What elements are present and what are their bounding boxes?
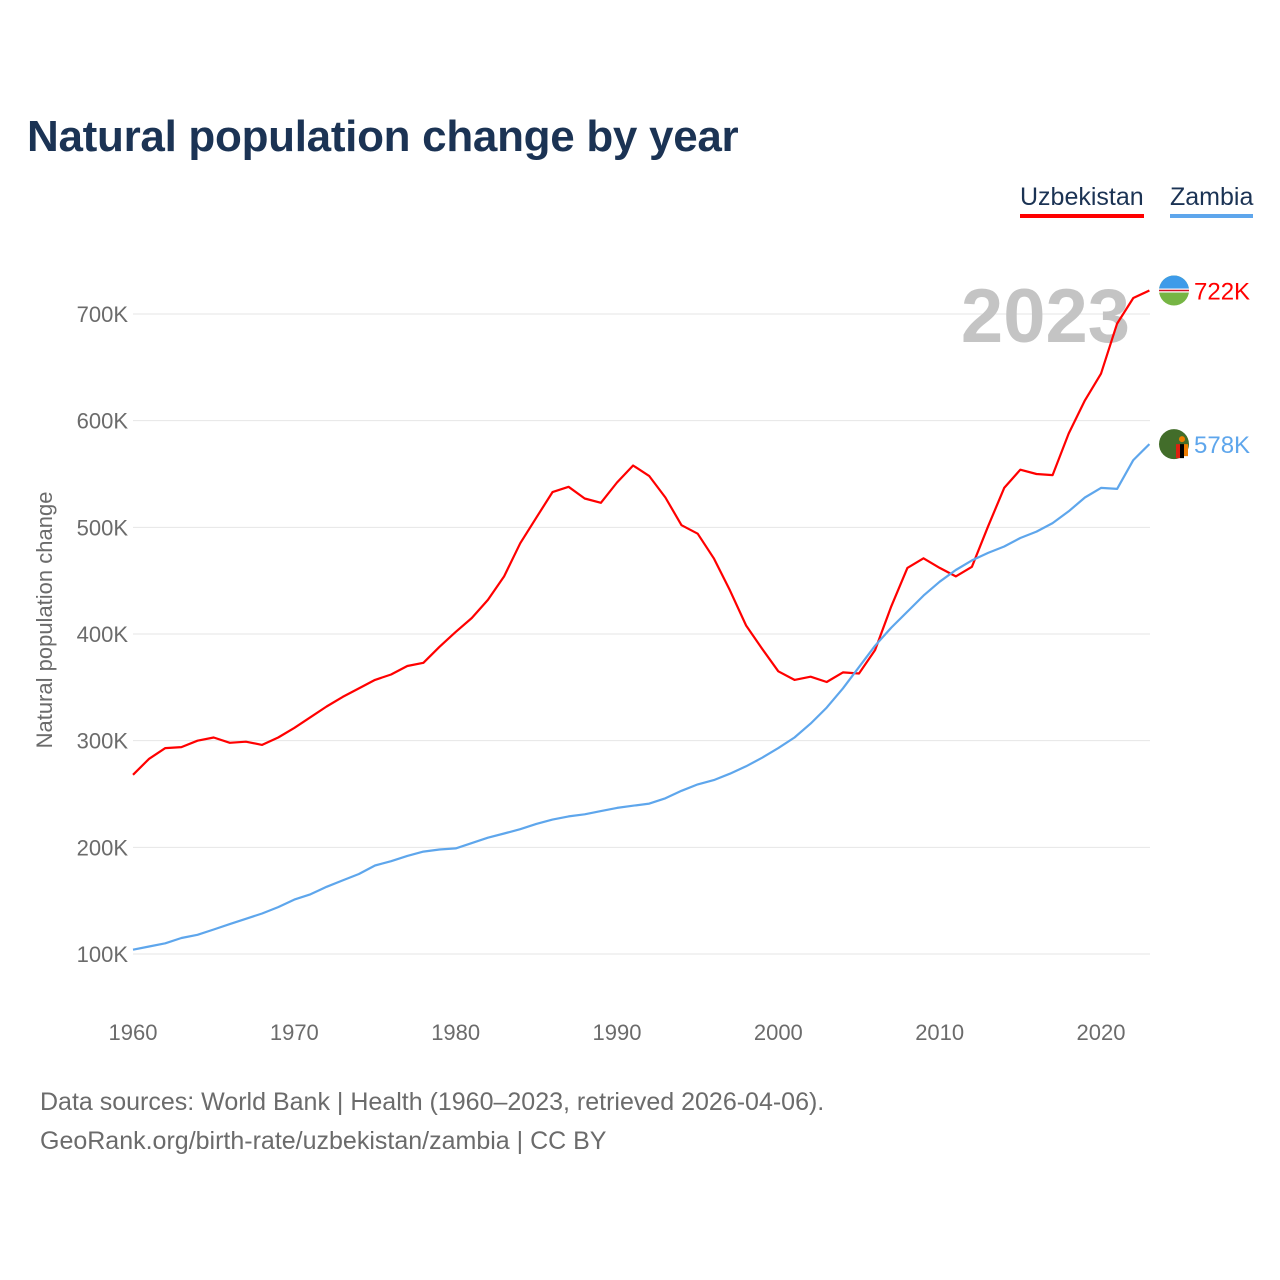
flag-part (1159, 275, 1189, 291)
flag-part (1184, 444, 1188, 457)
flag-part (1180, 444, 1184, 459)
y-axis-label: Natural population change (32, 492, 57, 749)
x-tick-label: 1990 (593, 1020, 642, 1045)
flag-part (1179, 436, 1185, 443)
y-tick-label: 500K (77, 515, 129, 540)
legend-uzbekistan[interactable]: Uzbekistan (1020, 183, 1144, 218)
y-tick-label: 100K (77, 942, 129, 967)
legend-zambia[interactable]: Zambia (1170, 183, 1254, 218)
y-tick-label: 700K (77, 302, 129, 327)
year-label: 2023 (961, 274, 1130, 359)
series-line-uzbekistan (132, 289, 1150, 776)
y-tick-label: 200K (77, 835, 129, 860)
y-tick-label: 600K (77, 409, 129, 434)
x-tick-label: 1960 (109, 1020, 158, 1045)
y-tick-label: 300K (77, 729, 129, 754)
y-tick-label: 400K (77, 622, 129, 647)
x-tick-label: 1980 (431, 1020, 480, 1045)
x-tick-label: 2010 (915, 1020, 964, 1045)
x-tick-label: 1970 (270, 1020, 319, 1045)
source-line-1: Data sources: World Bank | Health (1960–… (40, 1088, 825, 1116)
chart-title: Natural population change by year (27, 112, 739, 161)
x-tick-label: 2020 (1077, 1020, 1126, 1045)
end-label-uzbekistan: 722K (1194, 279, 1250, 306)
end-label-zambia: 578K (1194, 432, 1250, 459)
source-line-2[interactable]: GeoRank.org/birth-rate/uzbekistan/zambia… (40, 1127, 607, 1155)
series-line-zambia (132, 443, 1151, 951)
flag-part (1176, 444, 1180, 459)
x-tick-label: 2000 (754, 1020, 803, 1045)
